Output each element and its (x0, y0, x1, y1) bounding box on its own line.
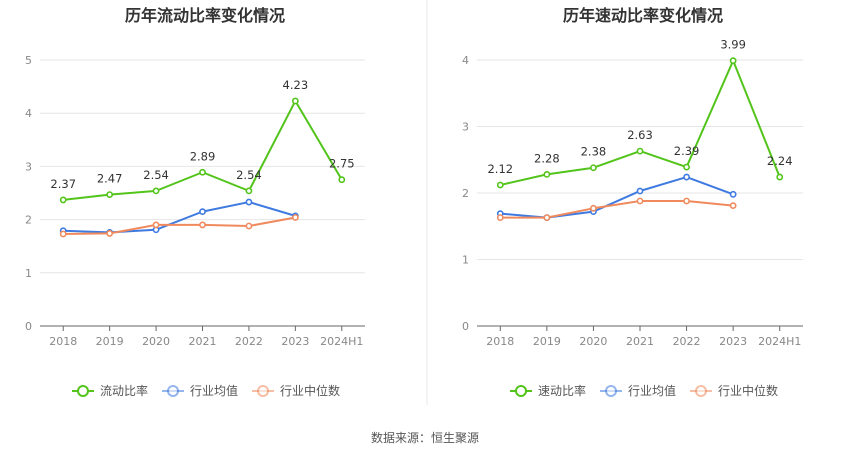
data-label: 2.24 (767, 154, 793, 168)
x-tick-label: 2023 (719, 335, 747, 348)
series-line-avg (63, 201, 296, 234)
legend-label: 行业均值 (628, 383, 676, 398)
data-point-main (590, 164, 597, 172)
legend-swatch-marker (257, 385, 269, 397)
data-point-main (291, 97, 299, 105)
data-point-median (291, 214, 299, 221)
x-tick-label: 2022 (673, 335, 701, 348)
data-point-main (152, 187, 160, 195)
data-label: 2.75 (329, 157, 355, 171)
x-tick-label: 2024H1 (758, 335, 801, 348)
data-point-median (106, 230, 114, 237)
legend-label: 行业均值 (190, 383, 238, 398)
y-tick-label: 2 (462, 187, 469, 200)
y-tick-label: 1 (25, 267, 32, 280)
legend-label: 速动比率 (538, 383, 586, 398)
data-point-main (543, 170, 551, 178)
data-point-median (590, 204, 597, 212)
data-label: 2.47 (97, 172, 123, 186)
data-point-median (496, 214, 504, 222)
legend-swatch-marker (77, 385, 89, 397)
data-label: 2.63 (627, 128, 653, 142)
data-label: 2.38 (581, 145, 607, 159)
data-point-main (776, 173, 784, 181)
data-point-median (199, 221, 206, 229)
x-tick-label: 2022 (235, 335, 263, 348)
y-tick-label: 3 (25, 160, 32, 173)
data-point-median (636, 197, 644, 205)
quick-ratio-chart: 历年速动比率变化情况 0 1 2 3 4 2018 2019 2020 2021 2022 2023 2… (462, 6, 803, 398)
legend-swatch-marker (167, 385, 179, 397)
data-label: 2.28 (534, 151, 560, 165)
data-point-main (245, 187, 253, 195)
legend-label: 行业中位数 (718, 383, 778, 398)
current-ratio-chart: 历年流动比率变化情况 0 1 2 3 4 5 2018 2019 2020 2021 2022 2023… (25, 6, 365, 398)
data-point-avg (245, 198, 253, 206)
legend-item-main[interactable]: 流动比率 (72, 383, 148, 398)
data-point-median (59, 230, 67, 238)
legend-item-median[interactable]: 行业中位数 (690, 383, 778, 398)
legend-swatch-marker (515, 385, 527, 397)
data-point-main (59, 196, 67, 204)
data-point-main (338, 176, 346, 184)
data-label: 2.39 (674, 144, 700, 158)
y-tick-label: 4 (462, 54, 469, 67)
series-line-median (500, 199, 734, 219)
data-point-main (683, 163, 690, 171)
chart-title: 历年速动比率变化情况 (563, 6, 723, 25)
source-note: 数据来源：恒生聚源 (371, 430, 479, 445)
data-label: 4.23 (283, 78, 309, 92)
data-point-main (636, 147, 644, 155)
data-point-main (199, 168, 206, 176)
y-tick-label: 4 (25, 107, 32, 120)
data-point-avg (683, 173, 690, 181)
y-tick-label: 5 (25, 54, 32, 67)
x-tick-label: 2020 (579, 335, 607, 348)
y-tick-label: 3 (462, 121, 469, 134)
y-tick-label: 1 (462, 254, 469, 267)
series-line-median (63, 216, 296, 235)
y-tick-label: 0 (462, 320, 469, 333)
y-tick-label: 2 (25, 214, 32, 227)
data-point-median (683, 197, 690, 205)
legend-label: 流动比率 (100, 383, 148, 398)
series-line-main (500, 59, 781, 186)
x-tick-label: 2019 (533, 335, 561, 348)
data-point-main (729, 57, 737, 65)
data-point-avg (636, 187, 644, 195)
data-label: 2.89 (190, 149, 216, 163)
data-point-avg (199, 208, 206, 216)
legend-label: 行业中位数 (280, 383, 340, 398)
data-point-main (106, 191, 114, 198)
y-tick-label: 0 (25, 320, 32, 333)
legend-swatch-marker (605, 385, 617, 397)
x-tick-label: 2024H1 (320, 335, 363, 348)
x-tick-label: 2019 (96, 335, 124, 348)
data-point-median (152, 221, 160, 229)
data-point-avg (729, 190, 737, 198)
data-point-median (245, 222, 253, 230)
data-label: 2.54 (143, 168, 169, 182)
data-label: 2.12 (487, 162, 513, 176)
legend-swatch-marker (695, 385, 707, 397)
data-point-median (729, 202, 737, 210)
legend-item-median[interactable]: 行业中位数 (252, 383, 340, 398)
x-tick-label: 2021 (189, 335, 217, 348)
legend-item-avg[interactable]: 行业均值 (162, 383, 238, 398)
data-point-main (496, 181, 504, 189)
x-tick-label: 2020 (142, 335, 170, 348)
legend-item-avg[interactable]: 行业均值 (600, 383, 676, 398)
data-label: 3.99 (720, 38, 746, 52)
x-tick-label: 2021 (626, 335, 654, 348)
x-tick-label: 2018 (49, 335, 77, 348)
data-point-median (543, 214, 551, 222)
data-label: 2.37 (50, 177, 76, 191)
legend-item-main[interactable]: 速动比率 (510, 383, 586, 398)
x-tick-label: 2023 (281, 335, 309, 348)
data-label: 2.54 (236, 168, 262, 182)
series-line-avg (500, 176, 734, 219)
chart-title: 历年流动比率变化情况 (125, 6, 285, 25)
x-tick-label: 2018 (486, 335, 514, 348)
